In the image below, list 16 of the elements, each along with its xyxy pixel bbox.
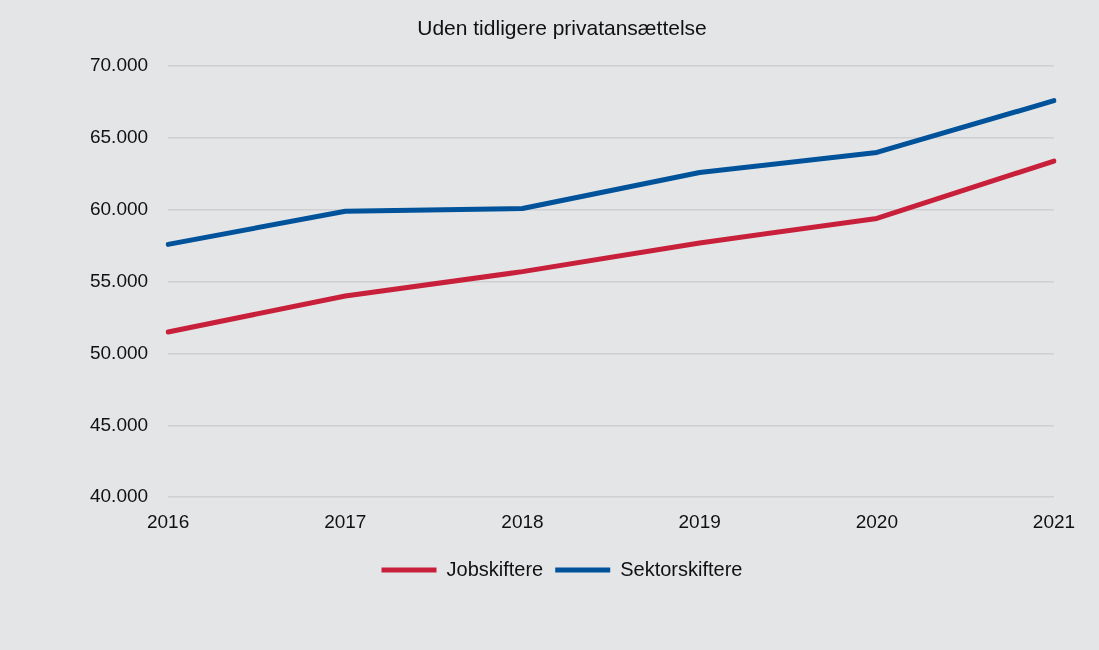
x-tick-label: 2016 — [146, 510, 190, 532]
y-tick-label: 40.000 — [89, 485, 149, 507]
x-tick-label: 2019 — [678, 510, 721, 532]
x-tick-label: 2021 — [1032, 510, 1076, 532]
x-tick-label: 2017 — [324, 510, 367, 532]
y-tick-label: 50.000 — [89, 341, 149, 363]
x-tick-label: 2018 — [501, 510, 544, 532]
legend-label: Jobskiftere — [446, 557, 544, 580]
y-tick-label: 45.000 — [89, 413, 149, 435]
y-tick-label: 60.000 — [89, 198, 149, 220]
legend-label: Sektorskiftere — [620, 557, 743, 580]
x-tick-label: 2020 — [855, 510, 898, 532]
chart-title: Uden tidligere privatansættelse — [417, 16, 707, 40]
y-tick-label: 65.000 — [89, 126, 149, 148]
y-tick-label: 70.000 — [89, 54, 149, 76]
y-tick-label: 55.000 — [89, 269, 149, 291]
